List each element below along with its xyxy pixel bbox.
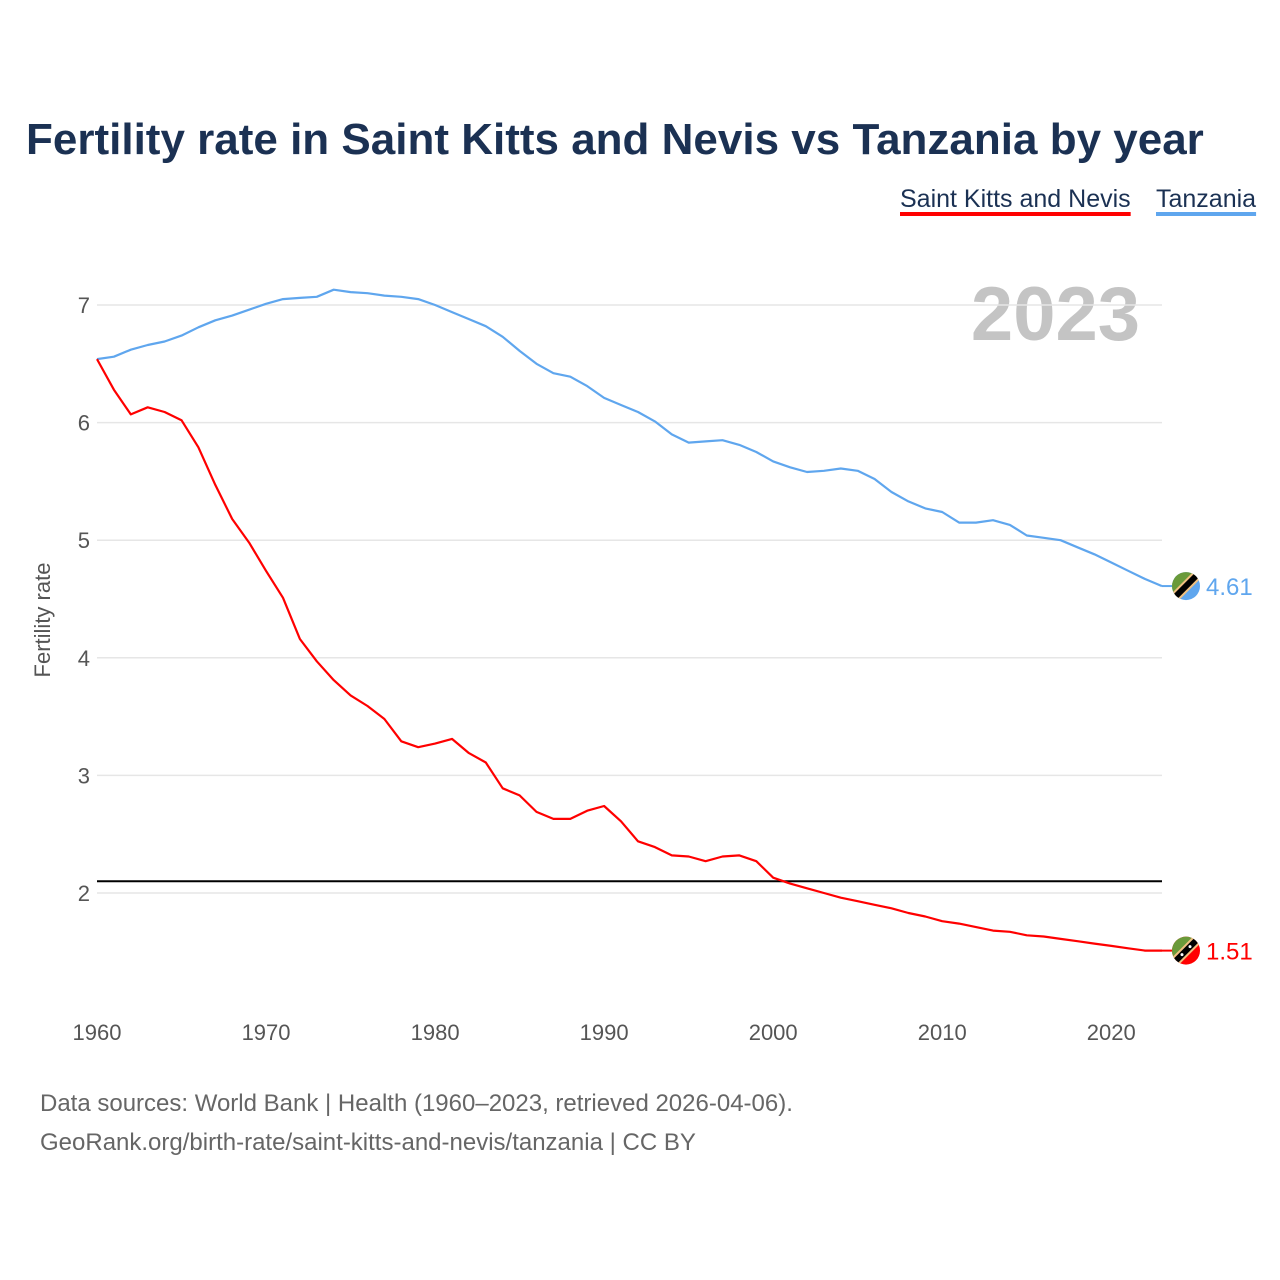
x-tick-label: 1990	[580, 1020, 629, 1045]
flag-star	[1180, 953, 1184, 957]
legend-item-tanzania[interactable]: Tanzania	[1156, 185, 1256, 213]
x-tick-label: 1980	[411, 1020, 460, 1045]
x-tick-label: 2010	[918, 1020, 967, 1045]
legend-swatch	[1156, 212, 1257, 216]
saint-kitts-and-nevis-flag-icon	[1172, 936, 1200, 965]
current-year-label: 2023	[971, 272, 1140, 357]
legend: Saint Kitts and Nevis Tanzania	[900, 185, 1256, 216]
x-axis-ticks: 1960 1970 1980 1990 2000 2010 2020	[73, 1020, 1136, 1045]
chart-title: Fertility rate in Saint Kitts and Nevis …	[26, 115, 1204, 164]
data-source-text: Data sources: World Bank | Health (1960–…	[40, 1090, 793, 1117]
y-tick-label: 6	[78, 411, 90, 436]
flag-star	[1188, 945, 1192, 949]
gridlines	[97, 304, 1162, 894]
end-value-label: 1.51	[1206, 939, 1253, 966]
legend-swatch	[900, 212, 1131, 216]
series-line-saint-kitts-and-nevis	[96, 358, 1162, 952]
flag-body	[1172, 936, 1200, 965]
y-tick-label: 3	[78, 763, 90, 788]
x-tick-label: 2020	[1087, 1020, 1136, 1045]
x-tick-label: 1970	[242, 1020, 291, 1045]
flag-body	[1172, 572, 1200, 601]
series-line-tanzania	[96, 288, 1163, 588]
legend-item-saint-kitts-and-nevis[interactable]: Saint Kitts and Nevis	[900, 185, 1131, 213]
source-url-link[interactable]: GeoRank.org/birth-rate/saint-kitts-and-n…	[40, 1129, 696, 1156]
x-tick-label: 2000	[749, 1020, 798, 1045]
x-tick-label: 1960	[73, 1020, 122, 1045]
y-tick-label: 4	[78, 646, 90, 671]
end-markers: 1.51 4.61	[1162, 572, 1253, 966]
y-axis-ticks: 2 3 4 5 6 7	[78, 293, 90, 906]
y-tick-label: 7	[78, 293, 90, 318]
y-tick-label: 5	[78, 528, 90, 553]
y-tick-label: 2	[78, 881, 90, 906]
series-lines	[96, 288, 1163, 952]
y-axis-label: Fertility rate	[30, 563, 55, 678]
tanzania-flag-icon	[1172, 572, 1200, 601]
end-value-label: 4.61	[1206, 574, 1253, 601]
